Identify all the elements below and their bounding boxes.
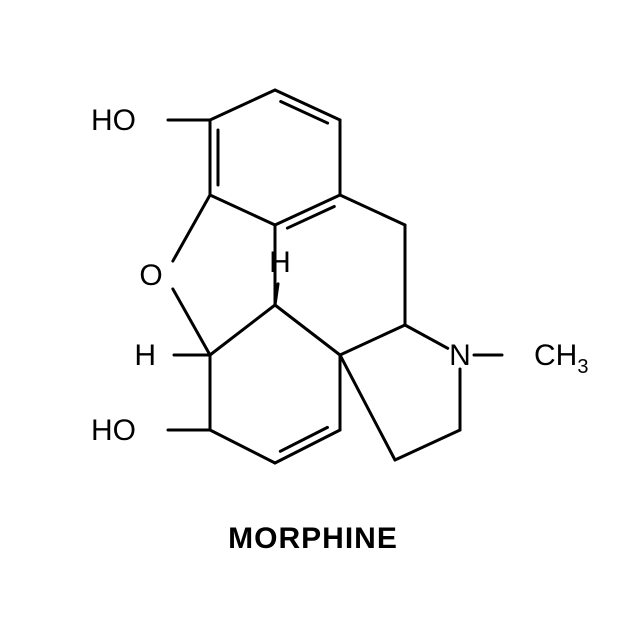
atom-label-n: N [449,339,471,372]
atom-label-oh_c1: HO [91,104,136,137]
compound-title: MORPHINE [228,522,398,555]
molecule-diagram: O N H H HO HO CH3 MORPHINE [0,0,626,626]
atom-label-o_ether: O [139,259,162,292]
atom-label-h_c5: H [134,339,156,372]
atom-label-cme: CH3 [534,339,588,378]
atom-label-h_c12b: H [269,246,291,279]
atom-label-oh_c6: HO [91,414,136,447]
